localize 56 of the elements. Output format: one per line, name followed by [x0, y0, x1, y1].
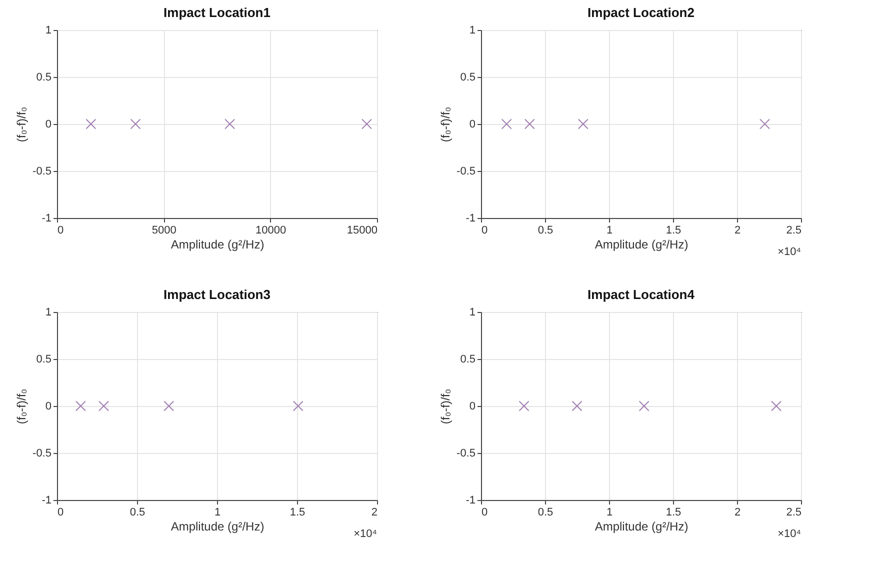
y-tick-label: 0	[469, 118, 476, 130]
y-tick-label: 1	[469, 306, 476, 318]
y-tick-label: -1	[42, 494, 52, 506]
x-tick-label: 2.5	[786, 224, 802, 236]
y-tick-label: -1	[42, 212, 52, 224]
chart-title: Impact Location4	[588, 287, 696, 302]
y-tick-label: 1	[45, 24, 52, 36]
x-tick-label: 10000	[256, 224, 286, 236]
x-axis-title: Amplitude (g²/Hz)	[594, 238, 688, 252]
y-tick-label: 0	[45, 118, 52, 130]
x-tick-label: 1	[606, 224, 613, 236]
y-tick-label: 0.5	[36, 354, 52, 366]
x-tick-label: 1.5	[666, 506, 682, 518]
x-tick-label: 0.5	[538, 506, 554, 518]
y-tick-label: -0.5	[456, 166, 476, 178]
text: ×10⁴	[778, 246, 802, 258]
y-axis-title: (f₀-f)/f₀	[438, 388, 453, 424]
y-tick-label: -1	[466, 212, 476, 224]
text: ×10⁴	[354, 528, 378, 540]
x-tick-label: 5000	[152, 224, 176, 236]
y-tick-label: -0.5	[32, 448, 52, 460]
y-tick-label: -1	[466, 494, 476, 506]
x-tick-label: 2	[371, 506, 378, 518]
y-tick-label: 0.5	[460, 72, 476, 84]
y-tick-label: -0.5	[456, 448, 476, 460]
x-tick-label: 0.5	[538, 224, 554, 236]
y-tick-label: 0.5	[460, 354, 476, 366]
x-axis-title: Amplitude (g²/Hz)	[594, 520, 688, 534]
x-tick-label: 1.5	[290, 506, 306, 518]
y-tick-label: 0	[45, 400, 52, 412]
text: ×10⁴	[778, 528, 802, 540]
x-tick-label: 0	[58, 506, 64, 518]
x-axis-title: Amplitude (g²/Hz)	[170, 238, 264, 252]
x-tick-label: 1	[214, 506, 221, 518]
x-tick-label: 1.5	[666, 224, 682, 236]
y-tick-label: -0.5	[32, 166, 52, 178]
x-tick-label: 1	[606, 506, 613, 518]
x-tick-label: 0.5	[130, 506, 146, 518]
y-tick-label: 1	[469, 24, 476, 36]
x-tick-label: 2	[734, 506, 741, 518]
x-tick-label: 2	[734, 224, 741, 236]
x-tick-label: 0	[58, 224, 64, 236]
y-tick-label: 0	[469, 400, 476, 412]
y-tick-label: 0.5	[36, 72, 52, 84]
x-tick-label: 0	[482, 224, 488, 236]
chart-title: Impact Location3	[164, 287, 270, 302]
y-axis-title: (f₀-f)/f₀	[14, 388, 29, 424]
x-axis-title: Amplitude (g²/Hz)	[170, 520, 264, 534]
chart-title: Impact Location1	[164, 5, 270, 20]
y-axis-title: (f₀-f)/f₀	[438, 106, 453, 142]
y-tick-label: 1	[45, 306, 52, 318]
x-tick-label: 0	[482, 506, 488, 518]
y-axis-title: (f₀-f)/f₀	[14, 106, 29, 142]
x-tick-label: 2.5	[786, 506, 802, 518]
chart-title: Impact Location2	[588, 5, 694, 20]
x-tick-label: 15000	[346, 224, 378, 236]
